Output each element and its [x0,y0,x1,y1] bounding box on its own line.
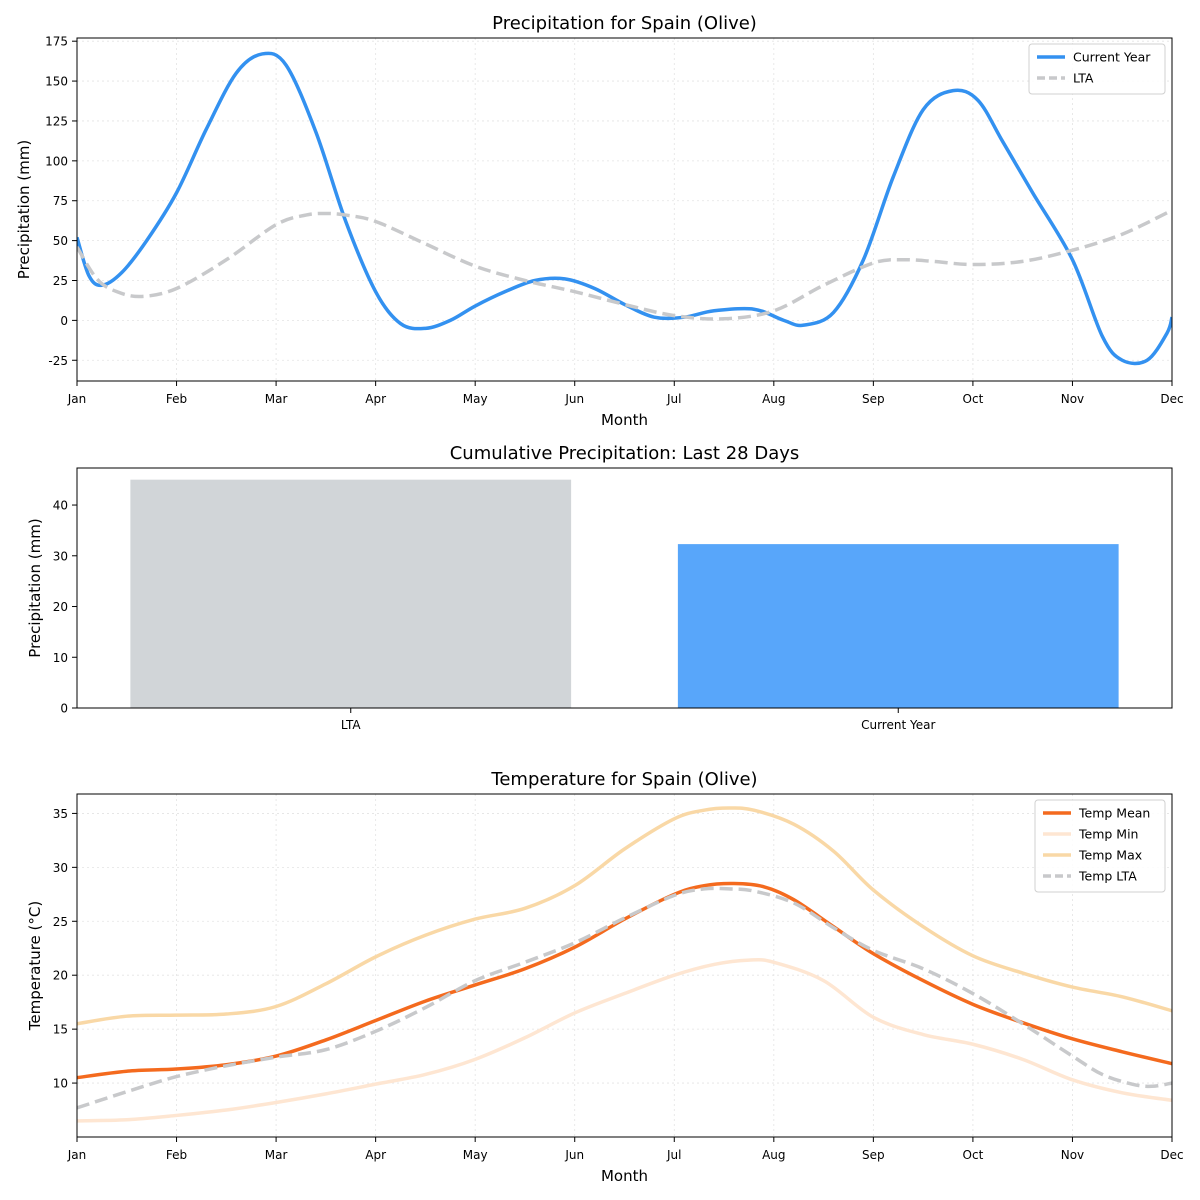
y-tick-label: 0 [60,702,68,716]
chart-title: Cumulative Precipitation: Last 28 Days [450,443,800,464]
legend: Current Year LTA [1028,43,1166,95]
x-tick-label: Dec [1160,1148,1183,1162]
series-group [77,806,1172,1123]
x-axis-label: Month [601,411,648,429]
y-tick-label: 100 [45,154,68,168]
y-tick-label: 30 [53,549,68,563]
y-axis-label: Precipitation (mm) [15,140,33,279]
legend-label: LTA [1073,71,1094,86]
y-tick-label: 20 [53,600,68,614]
series-line [77,957,1172,1123]
y-tick-label: 35 [53,807,68,821]
x-tick-label: Apr [365,1148,386,1162]
y-tick-label: 150 [45,75,68,89]
bar [677,544,1119,708]
x-tick-label: Aug [762,392,785,406]
bar [130,479,572,708]
y-tick-label: 20 [53,969,68,983]
x-tick-label: Nov [1061,392,1084,406]
y-tick-label: 0 [60,314,68,328]
chart-title: Precipitation for Spain (Olive) [492,13,757,34]
chart-panel-2: LTA Current Year 0 10 20 30 40 Cumulative Preci… [26,443,1173,732]
legend-label: Temp Min [1078,827,1138,842]
x-tick-label: May [463,1148,488,1162]
x-tick-label: Feb [166,392,187,406]
x-tick-label: Sep [862,1148,885,1162]
legend-label: Temp LTA [1078,869,1137,884]
y-tick-label: 10 [53,651,68,665]
series-group [77,51,1172,366]
x-tick-label: Nov [1061,1148,1084,1162]
x-tick-label: Dec [1160,392,1183,406]
x-tick-label: Jan [67,392,87,406]
y-tick-label: 50 [53,234,68,248]
y-axis-label: Temperature (°C) [26,901,44,1031]
chart-panel-1: Jan Feb Mar Apr May Jun Jul Aug Sep Oct Nov Dec -25 0… [15,13,1184,429]
x-tick-label: Aug [762,1148,785,1162]
chart-title: Temperature for Spain (Olive) [490,769,757,790]
y-tick-label: 175 [45,35,68,49]
legend-label: Temp Mean [1078,806,1150,821]
x-tick-label: Oct [963,392,984,406]
series-line [77,886,1172,1110]
x-tick-label: Jun [564,1148,584,1162]
x-tick-label: LTA [341,718,361,732]
x-tick-label: Current Year [861,718,935,732]
x-tick-label: Jul [666,1148,681,1162]
x-tick-label: Mar [265,392,288,406]
y-tick-label: 40 [53,499,68,513]
x-tick-label: May [463,392,488,406]
y-tick-label: 15 [53,1023,68,1037]
x-axis-label: Month [601,1167,648,1185]
chart-panel-3: Jan Feb Mar Apr May Jun Jul Aug Sep Oct Nov Dec 10 15… [26,769,1184,1185]
axes-frame [76,37,1173,382]
y-axis-label: Precipitation (mm) [26,518,44,657]
legend-label: Current Year [1073,50,1151,65]
series-line [77,881,1172,1080]
y-tick-label: 25 [53,915,68,929]
y-tick-label: 25 [53,274,68,288]
y-tick-label: 30 [53,861,68,875]
x-tick-label: Sep [862,392,885,406]
legend-label: Temp Max [1078,848,1142,863]
x-tick-label: Jan [67,1148,87,1162]
x-tick-label: Apr [365,392,386,406]
x-tick-label: Feb [166,1148,187,1162]
x-tick-label: Jun [564,392,584,406]
x-tick-label: Jul [666,392,681,406]
axes-frame [76,793,1173,1138]
series-line [77,806,1172,1026]
x-tick-label: Mar [265,1148,288,1162]
series-line [77,51,1172,366]
y-tick-label: 75 [53,194,68,208]
axes-frame [76,467,1173,709]
y-tick-label: 10 [53,1077,68,1091]
y-tick-label: 125 [45,114,68,128]
legend: Temp Mean Temp Min Temp Max Temp LTA [1034,799,1166,893]
legend-box [1034,799,1166,893]
x-tick-label: Oct [963,1148,984,1162]
y-tick-label: -25 [48,354,68,368]
